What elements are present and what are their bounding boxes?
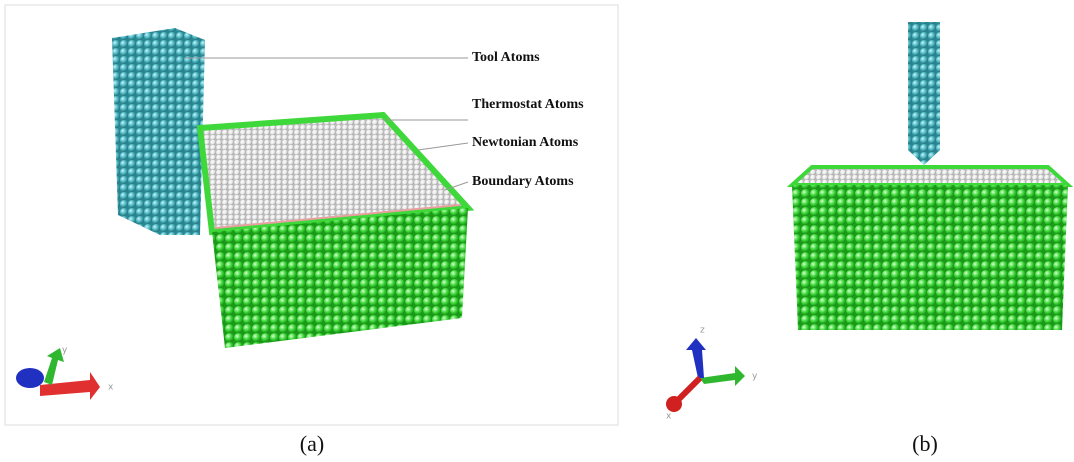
label: Newtonian Atoms [472,135,579,150]
tool-block [112,28,205,235]
axis-arrow [16,368,44,388]
tool-block [908,22,940,165]
workpiece-front [792,185,1068,330]
label: Thermostat Atoms [472,97,584,112]
caption: (b) [912,431,938,456]
figure: Tool Atoms Thermostat Atoms Newtonian At… [0,0,1074,462]
workpiece-top [792,167,1068,185]
label: Boundary Atoms [472,174,574,189]
axis-label: x [666,412,672,422]
label: Tool Atoms [472,50,540,65]
axis-label: y [62,346,68,356]
axis-label: z [700,326,705,336]
axis-arrow [678,378,700,400]
axis-label: y [752,372,758,382]
caption: (a) [300,431,324,456]
axis-arrow [700,366,745,386]
axis-arrow [666,396,682,412]
axis-label: x [108,383,114,393]
axis-arrow [686,338,706,378]
